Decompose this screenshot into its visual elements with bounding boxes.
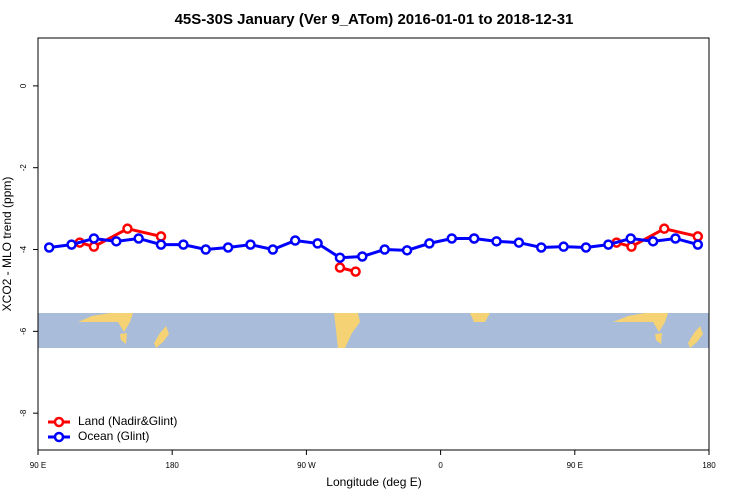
data-point [536,242,547,253]
data-point [88,233,100,244]
y-tick-label: -6 [19,327,28,335]
legend-marker [53,431,65,443]
y-tick-label: -8 [19,409,28,417]
data-point [491,236,502,247]
map-band [38,313,709,348]
data-point [312,238,323,249]
data-point [245,239,256,250]
chart-title: 45S-30S January (Ver 9_ATom) 2016-01-01 … [175,11,574,28]
data-point [222,242,234,253]
data-point [178,239,189,250]
data-point [603,239,614,250]
data-point [66,239,77,250]
data-point [468,233,480,244]
x-tick-label: 90 E [30,461,46,470]
data-point [357,251,368,262]
data-point [558,241,569,252]
x-tick-label: 0 [438,461,443,470]
x-tick-label: 90 W [297,461,316,470]
x-tick-label: 180 [702,461,716,470]
y-axis-label: XCO2 - MLO trend (ppm) [0,177,14,312]
series-line [79,227,162,249]
data-point [267,244,279,255]
data-point [88,241,100,252]
data-point [155,239,167,250]
plot-frame [37,37,710,451]
data-point [692,231,704,242]
legend-label: Ocean (Glint) [78,429,149,443]
data-point [401,245,413,256]
x-axis-label: Longitude (deg E) [326,475,421,489]
data-point [43,242,55,253]
y-tick-label: -4 [19,245,28,253]
data-point [155,231,167,242]
legend-label: Land (Nadir&Glint) [78,414,177,428]
data-point [111,236,122,247]
data-point [424,238,435,249]
data-point [647,236,659,247]
data-point [350,266,361,277]
data-point [289,235,301,246]
data-point [659,223,670,234]
series-line [616,227,699,249]
data-point [446,233,458,244]
data-point [625,233,636,244]
data-point [379,244,390,255]
data-point [133,233,144,244]
x-tick-label: 180 [166,461,180,470]
data-point [670,233,681,244]
data-point [200,244,211,255]
data-point [122,223,133,234]
series-line [48,236,699,260]
y-tick-label: 0 [19,83,28,88]
data-point [334,262,346,273]
data-point [513,237,525,248]
x-tick-label: 90 E [567,461,583,470]
data-point [334,252,346,263]
data-point [626,241,637,252]
y-tick-label: -2 [19,164,28,172]
data-point [692,239,704,250]
legend-marker [53,416,65,428]
data-point [580,242,592,253]
